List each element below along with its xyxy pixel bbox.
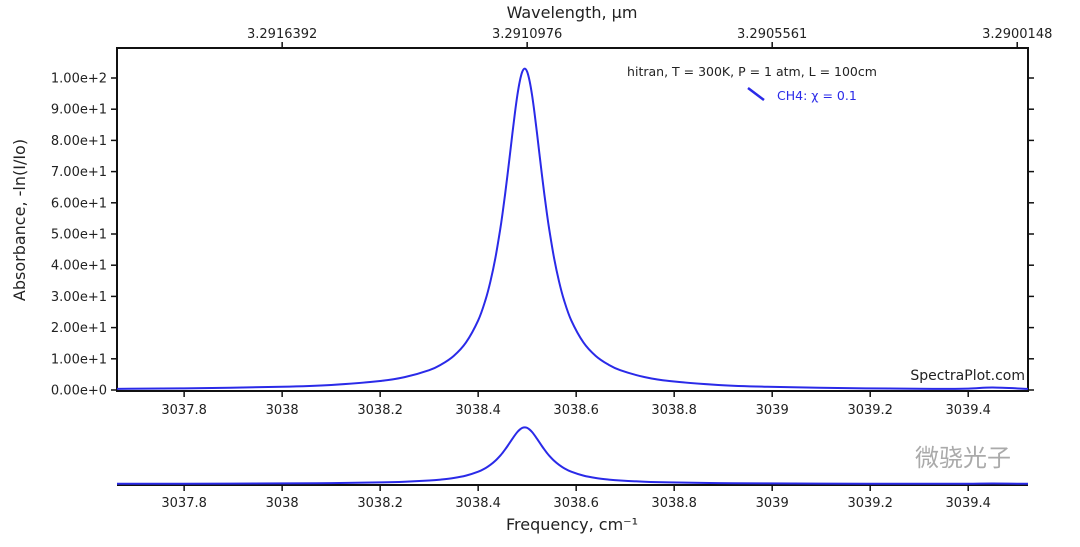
overview-tick-label: 3039.2 — [847, 496, 893, 511]
y-tick-label: 0.00e+0 — [51, 384, 107, 399]
x-tick-label: 3039.2 — [847, 403, 893, 418]
y-tick-label: 9.00e+1 — [51, 103, 107, 118]
x2-tick-label: 3.2910976 — [492, 27, 562, 42]
overview-tick-label: 3039 — [756, 496, 789, 511]
x-tick-label: 3037.8 — [161, 403, 207, 418]
watermark: 微骁光子 — [915, 444, 1011, 472]
overview-series-line — [116, 426, 1029, 485]
x-ticks: 3037.8 3038 3038.2 3038.4 3038.6 3038.8 3039 30… — [161, 391, 991, 418]
y-tick-label: 4.00e+1 — [51, 259, 107, 274]
y-ticks: 0.00e+0 1.00e+1 2.00e+1 3.00e+1 4.00e+1 5.00e… — [51, 72, 1034, 399]
annotation: hitran, T = 300K, P = 1 atm, L = 100cm — [627, 64, 877, 79]
x-tick-label: 3038.4 — [455, 403, 501, 418]
overview-tick-label: 3038 — [266, 496, 299, 511]
x2-ticks: 3.2916392 3.2910976 3.2905561 3.2900148 — [247, 27, 1052, 48]
y-tick-label: 2.00e+1 — [51, 321, 107, 336]
y-tick-label: 6.00e+1 — [51, 196, 107, 211]
y-tick-label: 1.00e+1 — [51, 352, 107, 367]
x-tick-label: 3038 — [266, 403, 299, 418]
overview-tick-label: 3037.8 — [161, 496, 207, 511]
x2-tick-label: 3.2900148 — [982, 27, 1052, 42]
legend-label: CH4: χ = 0.1 — [777, 88, 857, 103]
overview-tick-label: 3038.4 — [455, 496, 501, 511]
legend-swatch — [747, 87, 765, 101]
x2-tick-label: 3.2905561 — [737, 27, 807, 42]
main-plot-frame — [116, 47, 1029, 392]
overview-tick-label: 3038.2 — [357, 496, 403, 511]
x-tick-label: 3039 — [756, 403, 789, 418]
x2-tick-label: 3.2916392 — [247, 27, 317, 42]
y-tick-label: 3.00e+1 — [51, 290, 107, 305]
y-tick-label: 1.00e+2 — [51, 72, 107, 87]
x-tick-label: 3039.4 — [945, 403, 991, 418]
overview-tick-label: 3038.6 — [553, 496, 599, 511]
overview-tick-label: 3039.4 — [945, 496, 991, 511]
x-tick-label: 3038.8 — [651, 403, 697, 418]
x2-axis-label: Wavelength, μm — [507, 3, 638, 22]
credit-label: SpectraPlot.com — [910, 368, 1025, 384]
series-line-ch4 — [116, 67, 1029, 390]
y-tick-label: 5.00e+1 — [51, 228, 107, 243]
y-tick-label: 7.00e+1 — [51, 165, 107, 180]
x-tick-label: 3038.2 — [357, 403, 403, 418]
overview-x-ticks: 3037.8 3038 3038.2 3038.4 3038.6 3038.8 3039 30… — [161, 485, 991, 511]
overview-tick-label: 3038.8 — [651, 496, 697, 511]
x-axis-label: Frequency, cm⁻¹ — [506, 515, 638, 534]
y-axis-label: Absorbance, -ln(I/Io) — [10, 139, 29, 301]
x-tick-label: 3038.6 — [553, 403, 599, 418]
y-tick-label: 8.00e+1 — [51, 134, 107, 149]
